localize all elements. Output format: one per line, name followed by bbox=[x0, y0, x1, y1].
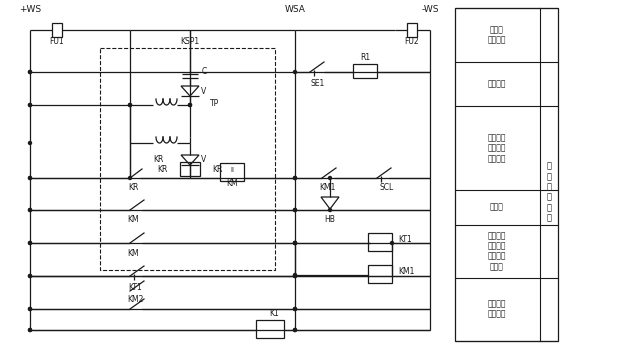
Text: HB: HB bbox=[324, 215, 335, 223]
Text: KT1: KT1 bbox=[128, 283, 142, 292]
Circle shape bbox=[29, 328, 31, 332]
Text: KR: KR bbox=[153, 156, 163, 164]
Text: SCL: SCL bbox=[380, 184, 394, 193]
Circle shape bbox=[294, 274, 296, 276]
Text: KM: KM bbox=[226, 178, 238, 187]
Circle shape bbox=[189, 104, 191, 106]
Text: 蜂鸣器: 蜂鸣器 bbox=[490, 202, 504, 211]
Circle shape bbox=[29, 177, 31, 179]
Circle shape bbox=[29, 104, 31, 106]
Circle shape bbox=[29, 242, 31, 245]
Bar bbox=[368, 265, 392, 283]
Circle shape bbox=[29, 70, 31, 74]
Circle shape bbox=[294, 242, 296, 245]
Text: 熔断器监
视继电器: 熔断器监 视继电器 bbox=[488, 299, 506, 319]
Bar bbox=[407, 23, 417, 37]
Circle shape bbox=[29, 208, 31, 211]
Text: 小母线
及熔断器: 小母线 及熔断器 bbox=[488, 25, 506, 45]
Text: KM1: KM1 bbox=[319, 184, 335, 193]
Circle shape bbox=[294, 177, 296, 179]
Circle shape bbox=[29, 242, 31, 245]
Text: V: V bbox=[202, 87, 207, 96]
Text: 自动解除
音响的时
间及中间
继电器: 自动解除 音响的时 间及中间 继电器 bbox=[488, 231, 506, 271]
Bar bbox=[180, 162, 200, 176]
Text: K1: K1 bbox=[269, 310, 279, 319]
Text: 事
故
信
号
装
置: 事 故 信 号 装 置 bbox=[547, 162, 552, 223]
Circle shape bbox=[29, 328, 31, 332]
Circle shape bbox=[294, 242, 296, 245]
Circle shape bbox=[294, 242, 296, 245]
Circle shape bbox=[29, 141, 31, 144]
Circle shape bbox=[294, 208, 296, 211]
Text: KM: KM bbox=[127, 215, 139, 224]
Text: KR: KR bbox=[212, 164, 222, 173]
Text: +WS: +WS bbox=[19, 6, 41, 15]
Circle shape bbox=[294, 307, 296, 311]
Text: 冲击继电
器和音响
解除按钮: 冲击继电 器和音响 解除按钮 bbox=[488, 133, 506, 163]
Circle shape bbox=[29, 275, 31, 277]
Circle shape bbox=[328, 177, 332, 179]
Circle shape bbox=[29, 307, 31, 311]
Circle shape bbox=[29, 208, 31, 211]
Text: C: C bbox=[202, 67, 207, 76]
Circle shape bbox=[189, 104, 191, 106]
Text: FU2: FU2 bbox=[404, 37, 419, 46]
Text: V: V bbox=[202, 156, 207, 164]
Bar bbox=[220, 163, 244, 181]
Text: -WS: -WS bbox=[421, 6, 439, 15]
Circle shape bbox=[294, 70, 296, 74]
Circle shape bbox=[294, 328, 296, 332]
Bar bbox=[52, 23, 62, 37]
Text: KT1: KT1 bbox=[398, 236, 412, 245]
Bar bbox=[256, 320, 284, 338]
Circle shape bbox=[294, 275, 296, 277]
Circle shape bbox=[294, 328, 296, 332]
Circle shape bbox=[328, 208, 332, 211]
Bar bbox=[455, 8, 558, 341]
Circle shape bbox=[129, 177, 131, 179]
Text: WSA: WSA bbox=[285, 6, 305, 15]
Circle shape bbox=[294, 307, 296, 311]
Circle shape bbox=[29, 177, 31, 179]
Text: KM2: KM2 bbox=[127, 296, 143, 304]
Text: KM: KM bbox=[127, 248, 139, 258]
Circle shape bbox=[29, 104, 31, 106]
Text: KSP1: KSP1 bbox=[180, 37, 200, 46]
Bar bbox=[353, 64, 377, 78]
Bar bbox=[368, 233, 392, 251]
Circle shape bbox=[294, 275, 296, 277]
Text: R1: R1 bbox=[360, 52, 370, 61]
Bar bbox=[100, 48, 275, 270]
Circle shape bbox=[29, 307, 31, 311]
Text: 试验按钮: 试验按钮 bbox=[488, 80, 506, 89]
Circle shape bbox=[129, 104, 131, 106]
Text: FU1: FU1 bbox=[50, 37, 64, 46]
Circle shape bbox=[294, 208, 296, 211]
Circle shape bbox=[129, 104, 131, 106]
Circle shape bbox=[294, 177, 296, 179]
Text: SE1: SE1 bbox=[311, 80, 325, 89]
Text: KM1: KM1 bbox=[398, 267, 414, 276]
Circle shape bbox=[390, 242, 394, 245]
Text: TP: TP bbox=[210, 98, 220, 107]
Text: KR: KR bbox=[157, 164, 168, 173]
Text: II: II bbox=[230, 167, 234, 173]
Circle shape bbox=[29, 275, 31, 277]
Text: KR: KR bbox=[128, 184, 138, 193]
Circle shape bbox=[29, 70, 31, 74]
